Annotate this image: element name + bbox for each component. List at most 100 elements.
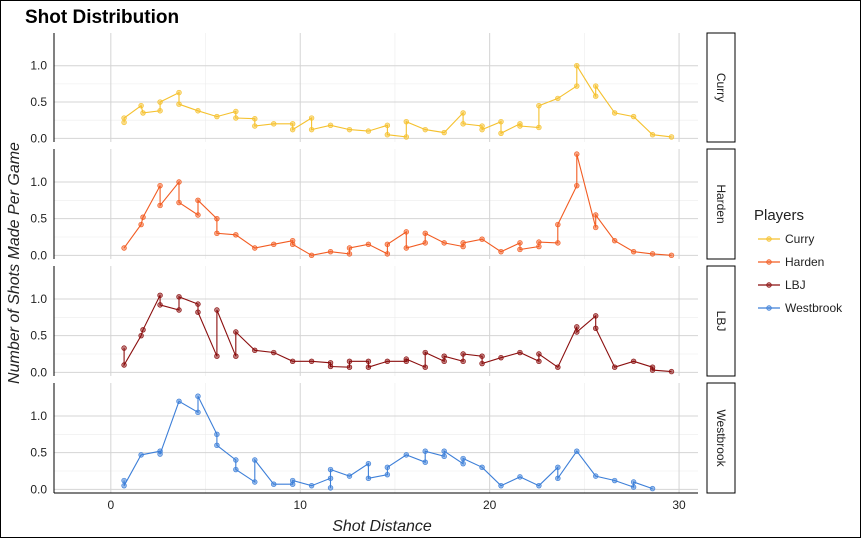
data-point — [422, 448, 428, 454]
data-point — [252, 457, 258, 463]
data-point — [536, 124, 542, 131]
data-point — [611, 237, 618, 244]
data-point — [403, 245, 410, 251]
data-point — [498, 248, 504, 255]
legend-item-harden: Harden — [758, 255, 824, 269]
data-point — [498, 354, 504, 361]
legend: Players Curry Harden LBJ Westbrook — [754, 207, 843, 315]
data-point — [140, 327, 146, 333]
data-point — [555, 95, 561, 102]
data-point — [289, 121, 296, 127]
legend-key-point — [766, 282, 772, 288]
data-point — [308, 358, 315, 365]
data-point — [555, 475, 561, 482]
facet-label: Harden — [714, 184, 728, 223]
data-point — [121, 362, 127, 368]
data-point — [289, 477, 296, 484]
data-point — [176, 179, 182, 185]
data-point — [630, 484, 637, 490]
data-point — [271, 349, 277, 356]
data-point — [121, 115, 127, 121]
data-point — [157, 292, 163, 299]
data-point — [555, 240, 561, 246]
y-tick-label: 0.5 — [30, 95, 47, 109]
facet-label: LBJ — [714, 311, 728, 332]
legend-title: Players — [754, 207, 804, 224]
data-point — [365, 241, 372, 248]
data-point — [252, 245, 258, 251]
y-tick-label: 1.0 — [30, 292, 47, 306]
data-point — [271, 481, 277, 487]
data-point — [384, 471, 391, 478]
data-point — [555, 221, 561, 228]
data-point — [140, 110, 146, 116]
y-tick-label: 0.0 — [30, 482, 47, 496]
data-point — [195, 197, 201, 204]
data-point — [574, 448, 580, 454]
data-point — [365, 364, 372, 370]
data-point — [555, 364, 561, 370]
data-point — [574, 324, 580, 330]
data-point — [233, 108, 239, 115]
data-point — [365, 128, 372, 134]
y-tick-label: 1.0 — [30, 175, 47, 189]
data-point — [121, 482, 127, 489]
legend-key-point — [766, 236, 772, 242]
data-point — [252, 347, 258, 354]
data-point — [630, 248, 637, 255]
data-point — [593, 224, 599, 231]
data-point — [384, 464, 391, 471]
data-point — [574, 329, 580, 335]
data-point — [460, 460, 466, 467]
data-point — [195, 108, 201, 114]
data-point — [346, 245, 353, 251]
data-point — [536, 358, 542, 365]
data-point — [214, 442, 220, 449]
data-point — [327, 122, 334, 128]
data-point — [611, 364, 618, 370]
legend-label: Harden — [785, 255, 824, 269]
data-point — [176, 398, 182, 405]
data-point — [593, 83, 599, 89]
legend-label: Curry — [785, 232, 814, 246]
data-point — [233, 115, 239, 121]
data-point — [460, 358, 466, 365]
facet-panel-curry: 0.0 0.5 1.0 Curry — [30, 32, 736, 145]
x-tick-label: 30 — [672, 498, 686, 512]
x-axis-title: Shot Distance — [332, 518, 432, 535]
legend-label: LBJ — [785, 278, 806, 292]
data-point — [517, 349, 523, 356]
data-point — [157, 108, 163, 114]
data-point — [327, 248, 334, 255]
data-point — [176, 89, 182, 96]
data-point — [384, 122, 391, 128]
data-point — [403, 229, 410, 235]
data-point — [479, 126, 485, 133]
data-point — [176, 101, 182, 107]
data-point — [157, 302, 163, 308]
data-point — [157, 182, 163, 189]
facet-label: Westbrook — [714, 409, 728, 467]
data-point — [176, 307, 182, 313]
data-point — [441, 240, 447, 246]
data-point — [574, 83, 580, 89]
data-point — [138, 221, 144, 228]
chart-title: Shot Distribution — [25, 7, 179, 28]
data-point — [252, 479, 258, 485]
data-point — [498, 130, 504, 136]
data-point — [140, 214, 146, 220]
facet-strip — [706, 382, 736, 494]
facet-panel-harden: 0.0 0.5 1.0 Harden — [30, 148, 736, 262]
data-point — [271, 241, 277, 248]
data-point — [252, 116, 258, 122]
data-point — [403, 134, 410, 140]
data-point — [308, 252, 315, 259]
data-point — [536, 239, 542, 245]
data-point — [195, 393, 201, 399]
data-point — [176, 294, 182, 300]
data-point — [536, 351, 542, 357]
data-point — [308, 482, 315, 489]
y-tick-label: 0.5 — [30, 212, 47, 226]
data-point — [289, 241, 296, 248]
